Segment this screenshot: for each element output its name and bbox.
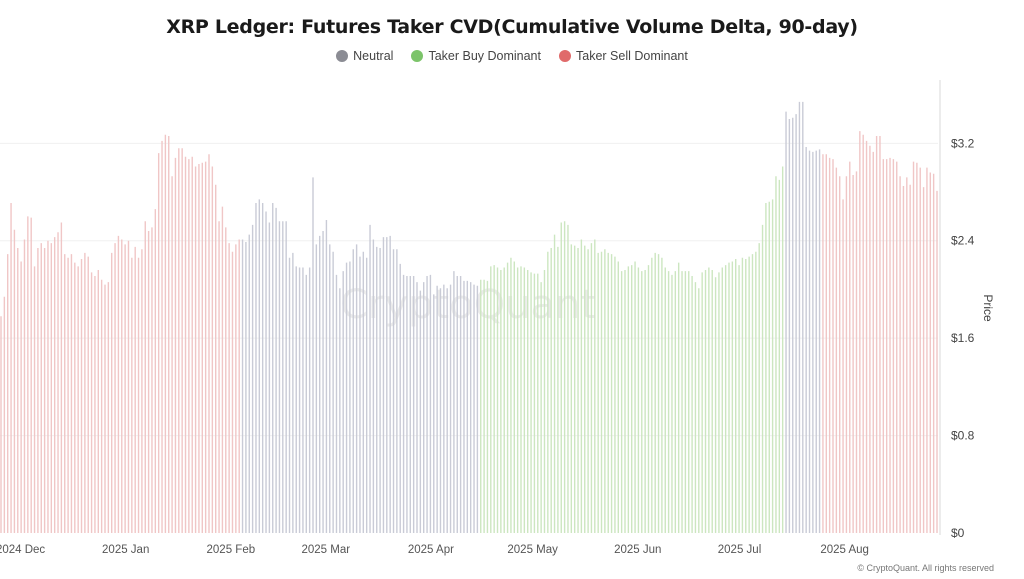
y-tick-label: $3.2 xyxy=(951,136,975,150)
x-tick-label: 2025 Feb xyxy=(207,544,256,556)
legend-label-buy: Taker Buy Dominant xyxy=(428,49,541,63)
x-tick-label: 2025 Aug xyxy=(820,544,869,556)
legend-dot-sell xyxy=(559,50,571,62)
y-tick-label: $1.6 xyxy=(951,331,975,345)
x-tick-label: 2025 Mar xyxy=(301,544,350,556)
copyright: © CryptoQuant. All rights reserved xyxy=(857,563,994,573)
legend-label-sell: Taker Sell Dominant xyxy=(576,49,688,63)
legend-dot-neutral xyxy=(336,50,349,62)
x-tick-label: 2024 Dec xyxy=(0,544,45,556)
legend-dot-buy xyxy=(411,50,424,62)
x-tick-label: 2025 Apr xyxy=(408,544,454,556)
bars xyxy=(0,101,938,533)
legend: Neutral Taker Buy Dominant Taker Sell Do… xyxy=(0,49,1024,63)
legend-item-buy[interactable]: Taker Buy Dominant xyxy=(411,49,541,63)
legend-item-neutral[interactable]: Neutral xyxy=(336,49,393,63)
x-tick-label: 2025 Jan xyxy=(102,544,149,556)
legend-item-sell[interactable]: Taker Sell Dominant xyxy=(559,49,688,63)
x-tick-label: 2025 Jul xyxy=(718,544,761,556)
x-axis-ticks: 2024 Dec 2025 Jan 2025 Feb 2025 Mar 2025 Apr… xyxy=(0,544,869,556)
y-tick-label: $0 xyxy=(951,526,965,540)
legend-label-neutral: Neutral xyxy=(353,49,394,63)
y-tick-label: $0.8 xyxy=(951,429,975,443)
x-tick-label: 2025 May xyxy=(507,544,558,556)
y-tick-label: $2.4 xyxy=(951,234,975,248)
x-tick-label: 2025 Jun xyxy=(614,544,661,556)
y-axis-ticks: $0 $0.8 $1.6 $2.4 $3.2 xyxy=(951,136,975,540)
gridlines xyxy=(0,142,938,437)
chart-title: XRP Ledger: Futures Taker CVD(Cumulative… xyxy=(166,16,858,38)
y-axis-label: Price xyxy=(981,294,995,322)
